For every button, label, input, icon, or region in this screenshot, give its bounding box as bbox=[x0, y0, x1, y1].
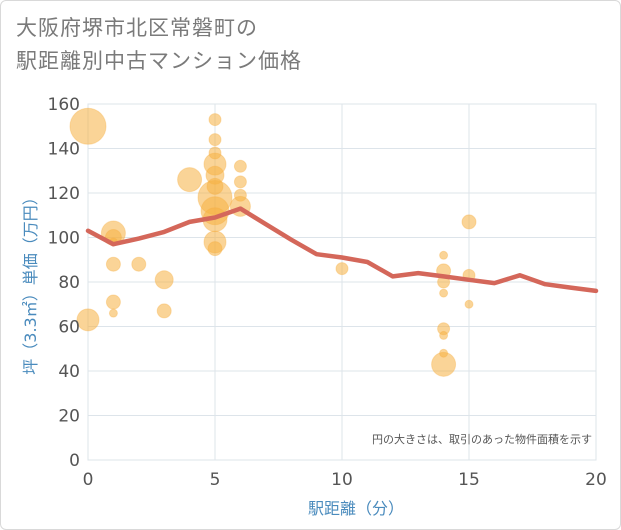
grid-lines bbox=[87, 103, 597, 461]
y-tick-label: 60 bbox=[58, 318, 80, 338]
y-axis-label: 坪（3.3㎡）単価（万円） bbox=[21, 189, 40, 374]
bubble-point bbox=[69, 107, 107, 145]
bubble-point bbox=[206, 177, 224, 195]
bubble-point bbox=[439, 288, 449, 298]
average-line-series bbox=[85, 206, 599, 294]
bubble-point bbox=[439, 250, 449, 260]
bubble-point bbox=[233, 188, 247, 202]
x-axis-label: 駅距離（分） bbox=[308, 499, 404, 518]
bubble-point bbox=[439, 330, 449, 340]
bubble-point bbox=[177, 167, 203, 193]
bubble-point bbox=[105, 294, 121, 310]
x-tick-label: 10 bbox=[331, 470, 353, 490]
y-tick-label: 20 bbox=[58, 407, 80, 427]
x-tick-label: 0 bbox=[83, 470, 94, 490]
chart-title-line2: 駅距離別中古マンション価格 bbox=[16, 49, 302, 73]
y-tick-label: 160 bbox=[48, 95, 80, 115]
x-tick-label: 5 bbox=[210, 470, 221, 490]
x-tick-label: 15 bbox=[458, 470, 480, 490]
bubble-point bbox=[208, 133, 222, 147]
bubble-point bbox=[233, 175, 247, 189]
bubble-point bbox=[464, 299, 474, 309]
bubble-point bbox=[439, 348, 449, 358]
bubble-point bbox=[461, 214, 477, 230]
y-tick-label: 0 bbox=[69, 451, 80, 471]
y-tick-label: 80 bbox=[58, 273, 80, 293]
y-tick-label: 100 bbox=[48, 229, 80, 249]
y-tick-label: 40 bbox=[58, 362, 80, 382]
chart-title-line1: 大阪府堺市北区常磐町の bbox=[16, 16, 258, 40]
bubble-point bbox=[154, 270, 174, 290]
bubble-point bbox=[105, 256, 121, 272]
bubble-point bbox=[207, 241, 223, 257]
bubble-size-note: 円の大きさは、取引のあった物件面積を示す bbox=[372, 432, 592, 446]
bubble-point bbox=[76, 308, 100, 332]
y-tick-labels: 0 20 40 60 80 100 120 140 160 bbox=[48, 95, 80, 471]
average-price-line bbox=[85, 206, 599, 294]
bubble-point bbox=[156, 303, 172, 319]
y-tick-label: 140 bbox=[48, 140, 80, 160]
bubble-point bbox=[335, 262, 349, 276]
bubble-point bbox=[233, 159, 247, 173]
x-tick-label: 20 bbox=[585, 470, 607, 490]
x-tick-labels: 0 5 10 15 20 bbox=[83, 470, 607, 490]
y-tick-label: 120 bbox=[48, 184, 80, 204]
bubble-point bbox=[131, 256, 147, 272]
chart-title: 大阪府堺市北区常磐町の 駅距離別中古マンション価格 bbox=[16, 12, 302, 78]
bubble-point bbox=[208, 113, 222, 127]
bubble-point bbox=[208, 146, 222, 160]
bubble-point bbox=[108, 308, 118, 318]
